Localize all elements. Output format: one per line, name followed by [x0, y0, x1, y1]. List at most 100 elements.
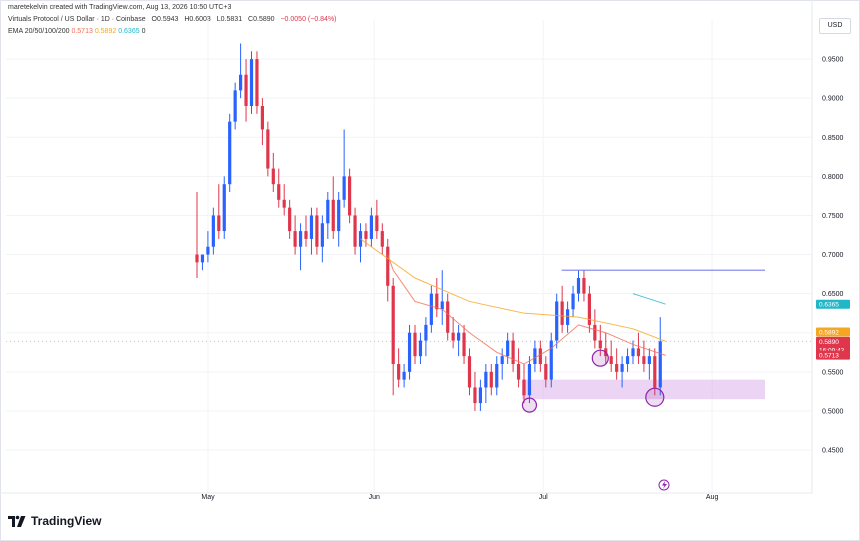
candle: [266, 121, 270, 177]
price-tick-label: 0.9000: [822, 96, 844, 103]
price-axis: 0.45000.50000.55000.60000.65000.70000.75…: [811, 0, 844, 493]
candle: [282, 184, 286, 216]
candle: [309, 207, 314, 255]
price-tag-text: 0.5890: [819, 339, 839, 346]
candle: [358, 223, 363, 263]
candle: [353, 207, 357, 255]
candle-body: [615, 364, 619, 372]
candle: [195, 192, 199, 278]
candle-body: [511, 340, 515, 364]
candle: [435, 278, 439, 318]
price-tag-bg: [816, 299, 850, 309]
candle-body: [457, 332, 461, 341]
candle-body: [304, 231, 308, 239]
candle: [489, 364, 493, 396]
candle: [424, 317, 428, 357]
candle: [375, 199, 379, 239]
candle: [658, 317, 662, 396]
candle-body: [636, 348, 641, 357]
candle-body: [380, 231, 384, 247]
candle: [560, 285, 564, 333]
candle: [271, 152, 275, 192]
candle-body: [348, 176, 352, 216]
ema50-line: [360, 238, 666, 342]
candle-body: [293, 231, 297, 247]
candle-body: [446, 301, 450, 333]
ema20-value: 0.5713: [71, 28, 93, 35]
candle-body: [260, 106, 264, 130]
candle-body: [228, 121, 232, 185]
time-axis: MayJunJulAugSep: [0, 492, 812, 501]
candle: [467, 348, 472, 396]
candle: [647, 348, 651, 380]
candle: [473, 371, 477, 411]
price-tick-label: 0.4500: [822, 448, 844, 455]
candle-body: [598, 340, 602, 349]
candle-body: [566, 309, 570, 325]
bottom-marker: [591, 349, 609, 367]
candle: [582, 270, 586, 302]
price-tick-label: 0.6500: [822, 291, 844, 298]
candle-body: [653, 356, 657, 388]
candle: [380, 223, 384, 255]
currency-button[interactable]: USD: [819, 18, 851, 34]
candle: [615, 348, 619, 380]
candle: [484, 364, 488, 404]
month-label: Jun: [369, 494, 380, 501]
candle: [206, 231, 210, 263]
brand-name: TradingView: [31, 514, 102, 528]
price-tag-ema50: 0.5892: [816, 327, 850, 337]
candle: [549, 332, 553, 388]
price-tag-bg: [816, 350, 850, 360]
candle-body: [484, 371, 488, 388]
tradingview-logo: TradingView: [8, 514, 101, 528]
candle-body: [506, 340, 510, 357]
candle-body: [593, 324, 597, 341]
candle-body: [533, 348, 537, 364]
candle-body: [473, 387, 477, 404]
candle-body: [233, 90, 237, 122]
candle: [293, 215, 297, 255]
candle: [571, 285, 575, 318]
candle-body: [555, 301, 559, 341]
candle-body: [353, 215, 357, 247]
candle-body: [625, 356, 630, 364]
candle: [516, 348, 521, 388]
price-tag-bg: [816, 336, 850, 355]
candle: [653, 348, 657, 396]
candle-body: [326, 199, 330, 224]
ema-lines: [360, 238, 666, 365]
candle-body: [375, 215, 379, 232]
candle-body: [266, 129, 270, 169]
candle-body: [249, 59, 254, 106]
candle-body: [217, 215, 221, 232]
bottom-marker: [521, 397, 538, 413]
price-tag-text: 0.6365: [819, 302, 839, 309]
candle: [369, 207, 373, 247]
price-tick-label: 0.7500: [822, 213, 844, 220]
candle: [342, 129, 346, 208]
candle-body: [277, 184, 281, 200]
candle: [348, 168, 352, 224]
ohlc-open: O0.5943: [151, 16, 179, 23]
candle: [544, 356, 548, 388]
candle: [555, 293, 559, 349]
candle-body: [418, 340, 423, 357]
candle: [418, 332, 423, 364]
candle: [391, 278, 395, 396]
support-zone-box: [522, 379, 765, 400]
candle-body: [620, 364, 624, 372]
candle: [620, 356, 624, 388]
ema200-value: 0: [141, 28, 146, 35]
candle: [244, 59, 248, 122]
ohlc-change: −0.0050 (−0.84%): [280, 16, 337, 23]
candle-body: [549, 340, 553, 380]
candle-body: [560, 301, 564, 325]
candle: [320, 215, 324, 263]
candle-body: [478, 387, 482, 404]
candle-body: [582, 278, 586, 294]
candle: [260, 98, 264, 146]
candle-body: [337, 199, 341, 232]
